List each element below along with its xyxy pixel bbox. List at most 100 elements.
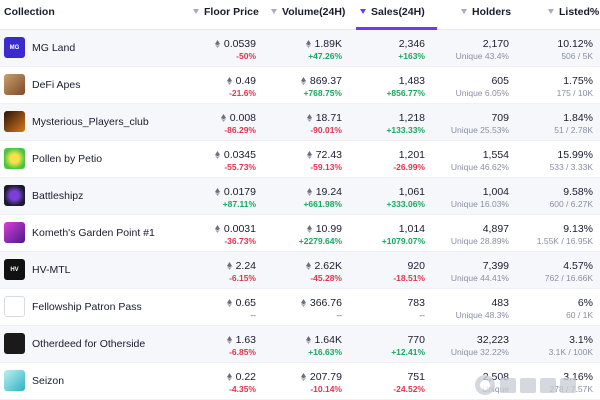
ethereum-icon [300,77,306,85]
volume-value: 72.43 [306,149,342,161]
volume-cell: 1.64K +16.63% [270,326,342,363]
floor-price-cell: 2.24 -6.15% [196,252,256,289]
holders-value: 2,170 [482,38,509,50]
volume-change: -10.14% [310,384,342,394]
sales-change: -- [419,310,425,320]
volume-value: 2.62K [305,260,342,272]
listed-cell: 6% 60 / 1K [520,289,593,326]
table-row[interactable]: MG MG Land 0.0539 -50% 1.89K +47.26% 2,346 +163… [0,30,600,67]
table-row[interactable]: Mysterious_Players_club 0.008 -86.29% 18.71… [0,104,600,141]
volume-cell: 18.71 -90.01% [270,104,342,141]
collection-name[interactable]: Pollen by Petio [32,153,103,165]
sales-value: 1,483 [398,75,425,87]
table-row[interactable]: Pollen by Petio 0.0345 -55.73% 72.43 -59.13%… [0,141,600,178]
table-row[interactable]: Otherdeed for Otherside 1.63 -6.85% 1.64K +1… [0,326,600,363]
table-row[interactable]: Kometh's Garden Point #1 0.0031 -36.73% 10.… [0,215,600,252]
sales-cell: 770 +12.41% [360,326,425,363]
table-row[interactable]: Fellowship Patron Pass 0.65 -- 366.76 -- 783-… [0,289,600,326]
volume-value: 1.64K [305,334,342,346]
volume-cell: 19.24 +661.98% [270,178,342,215]
table-row[interactable]: DeFi Apes 0.49 -21.6% 869.37 +768.75% 1,483 +8… [0,67,600,104]
floor-price-value: 0.008 [220,112,256,124]
floor-price-change: -6.85% [229,347,256,357]
table-row[interactable]: HV HV-MTL 2.24 -6.15% 2.62K -45.28% 920 -18.51%… [0,252,600,289]
collection-name[interactable]: DeFi Apes [32,79,81,91]
sales-change: +856.77% [386,88,425,98]
listed-cell: 1.84% 51 / 2.78K [520,104,593,141]
collection-name[interactable]: Kometh's Garden Point #1 [32,227,155,239]
volume-cell: 366.76 -- [270,289,342,326]
floor-price-cell: 0.0179 +87.11% [196,178,256,215]
listed-cell: 15.99% 533 / 3.33K [520,141,593,178]
sort-arrow-icon [271,8,277,14]
column-header-volume[interactable]: Volume(24H) [271,0,345,30]
listed-percent: 9.13% [563,223,593,235]
ethereum-icon [214,40,220,48]
collection-name[interactable]: HV-MTL [32,264,71,276]
ethereum-icon [305,336,311,344]
sales-cell: 1,061 +333.06% [360,178,425,215]
listed-count: 533 / 3.33K [549,162,593,172]
floor-price-cell: 0.008 -86.29% [196,104,256,141]
holders-value: 32,223 [476,334,509,346]
floor-price-change: -50% [236,51,256,61]
ethereum-icon [214,188,220,196]
holders-value: 483 [491,297,509,309]
column-header-sales[interactable]: Sales(24H) [360,0,425,30]
mysterious-players-avatar [4,111,25,132]
listed-count: 175 / 10K [556,88,593,98]
ethereum-icon [220,114,226,122]
floor-price-change: -86.29% [224,125,256,135]
volume-value: 1.89K [305,38,342,50]
sales-change: -24.52% [393,384,425,394]
sales-cell: 1,014 +1079.07% [360,215,425,252]
sales-value: 751 [407,371,425,383]
unique-holders: Unique [482,384,509,394]
holders-cell: 1,554 Unique 46.62% [440,141,509,178]
volume-change: +16.63% [308,347,342,357]
column-header-listed[interactable]: Listed% [548,0,599,30]
sales-change: +1079.07% [381,236,425,246]
listed-percent: 10.12% [557,38,593,50]
collection-name[interactable]: Battleshipz [32,190,84,202]
ethereum-icon [306,188,312,196]
floor-price-value: 2.24 [226,260,256,272]
floor-price-change: -21.6% [229,88,256,98]
sales-change: -26.99% [393,162,425,172]
column-header-collection[interactable]: Collection [4,6,55,18]
floor-price-change: -55.73% [224,162,256,172]
collection-name[interactable]: Fellowship Patron Pass [32,301,142,313]
volume-value: 18.71 [306,112,342,124]
floor-price-cell: 1.63 -6.85% [196,326,256,363]
unique-holders: Unique 25.53% [450,125,509,135]
listed-cell: 9.13% 1.55K / 16.95K [520,215,593,252]
holders-cell: 605 Unique 6.05% [440,67,509,104]
sales-change: +163% [398,51,425,61]
sales-cell: 920 -18.51% [360,252,425,289]
volume-change: -45.28% [310,273,342,283]
floor-price-cell: 0.65 -- [196,289,256,326]
collection-name[interactable]: Seizon [32,375,65,387]
floor-price-value: 0.0539 [214,38,256,50]
sort-arrow-icon [461,8,467,14]
volume-value: 869.37 [300,75,342,87]
column-header-floor-price[interactable]: Floor Price [193,0,259,30]
ethereum-icon [226,373,232,381]
column-header-holders[interactable]: Holders [461,0,511,30]
volume-change: +661.98% [303,199,342,209]
holders-cell: 32,223 Unique 32.22% [440,326,509,363]
collection-name[interactable]: MG Land [32,42,76,54]
holders-cell: 4,897 Unique 28.89% [440,215,509,252]
sales-change: +333.06% [386,199,425,209]
floor-price-change: -6.15% [229,273,256,283]
volume-cell: 2.62K -45.28% [270,252,342,289]
ethereum-icon [300,373,306,381]
table-row[interactable]: Battleshipz 0.0179 +87.11% 19.24 +661.98% 1,0… [0,178,600,215]
collection-name[interactable]: Otherdeed for Otherside [32,338,146,350]
sort-arrow-icon [193,8,199,14]
unique-holders: Unique 48.3% [455,310,509,320]
seizon-avatar [4,370,25,391]
floor-price-cell: 0.49 -21.6% [196,67,256,104]
volume-value: 366.76 [300,297,342,309]
collection-name[interactable]: Mysterious_Players_club [32,116,149,128]
